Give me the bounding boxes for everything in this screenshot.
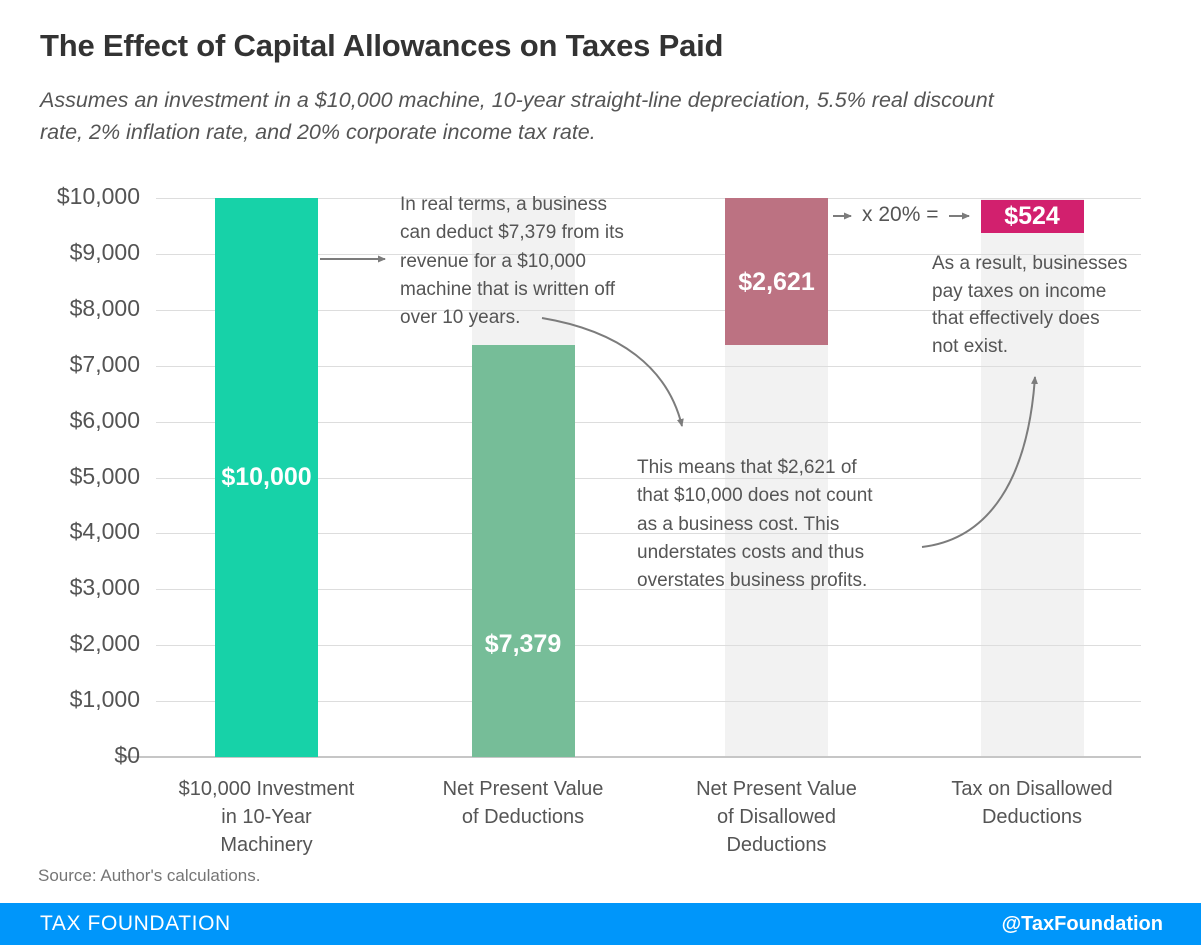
y-axis-tick-label: $2,000	[69, 630, 140, 657]
bar	[725, 198, 828, 345]
annotation-not-count: This means that $2,621 of that $10,000 d…	[637, 457, 873, 592]
y-axis-tick-label: $4,000	[69, 518, 140, 545]
chart-subtitle: Assumes an investment in a $10,000 machi…	[40, 88, 994, 144]
y-axis-tick-label: $9,000	[69, 238, 140, 265]
bar-value-label: $7,379	[484, 630, 562, 658]
page-title: The Effect of Capital Allowances on Taxe…	[40, 28, 724, 63]
twitter-handle: @TaxFoundation	[1001, 912, 1163, 935]
gridline	[156, 198, 1141, 199]
y-axis-tick-label: $3,000	[69, 574, 140, 601]
y-axis-tick-label: $5,000	[69, 462, 140, 489]
gridline	[156, 589, 1141, 591]
y-axis-tick-label: $7,000	[69, 350, 140, 377]
annotation-deduct: In real terms, a business can deduct $7,…	[400, 194, 624, 329]
gridline	[156, 645, 1141, 647]
bar-value-label: $10,000	[221, 463, 312, 491]
footer-bar: TAX FOUNDATION @TaxFoundation	[0, 903, 1201, 945]
brand-logo-text: TAX FOUNDATION	[40, 912, 231, 935]
gridline	[156, 701, 1141, 703]
y-axis-tick-label: $10,000	[56, 183, 140, 209]
bar-value-label: $2,621	[738, 268, 815, 296]
bar-value-label: $524	[1004, 202, 1060, 230]
bar	[471, 344, 575, 757]
y-axis-tick-label: $1,000	[69, 686, 140, 713]
bar	[215, 198, 318, 757]
gridline	[156, 533, 1141, 535]
y-axis-tick-label: $8,000	[69, 294, 140, 321]
x-category-label: Net Present Value of Disallowed Deductio…	[696, 778, 857, 856]
y-axis-tick-label: $6,000	[69, 406, 140, 433]
x-category-label: $10,000 Investment in 10-Year Machinery	[178, 778, 355, 856]
gridline	[156, 309, 1141, 311]
multiply-label: x 20% =	[862, 203, 939, 226]
gridline	[118, 756, 1141, 758]
gridline	[156, 253, 1141, 255]
annotation-result: As a result, businesses pay taxes on inc…	[932, 253, 1128, 358]
bar	[980, 200, 1084, 233]
x-category-label: Tax on Disallowed Deductions	[951, 778, 1113, 828]
source-note: Source: Author's calculations.	[38, 866, 261, 885]
x-category-label: Net Present Value of Deductions	[442, 778, 604, 828]
y-axis-tick-label: $0	[114, 742, 140, 768]
gridline	[156, 477, 1141, 479]
